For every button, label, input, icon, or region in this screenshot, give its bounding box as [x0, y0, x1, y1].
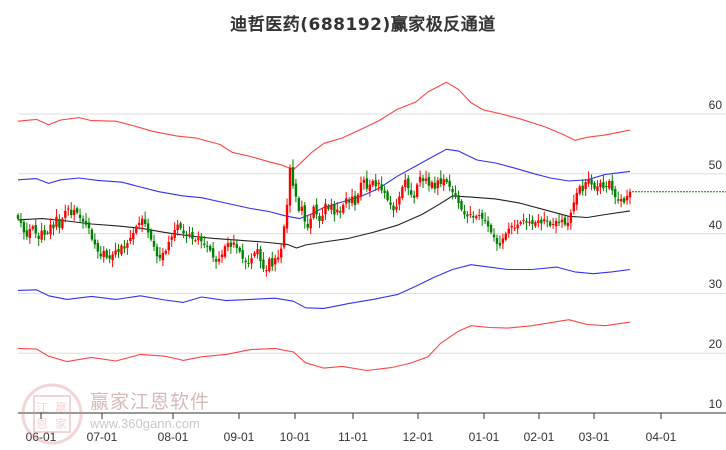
gridlines	[18, 113, 726, 354]
x-tick-label: 06-01	[25, 430, 57, 444]
svg-text:江: 江	[36, 401, 48, 415]
chart-title: 迪哲医药(688192)赢家极反通道	[230, 15, 496, 35]
channel-bands	[17, 81, 631, 372]
x-tick-label: 08-01	[157, 430, 189, 444]
x-tick-label: 11-01	[338, 430, 368, 444]
y-tick-label: 20	[708, 337, 722, 352]
y-tick-label: 10	[708, 397, 722, 411]
x-tick-label: 01-01	[468, 430, 500, 444]
svg-text:恩: 恩	[36, 417, 48, 431]
svg-text:家: 家	[55, 416, 67, 431]
x-axis	[18, 412, 726, 419]
y-tick-label: 30	[708, 277, 722, 292]
y-tick-label: 60	[708, 98, 722, 112]
x-tick-label: 03-01	[578, 430, 610, 444]
y-tick-label: 40	[708, 217, 722, 232]
watermark-brand: 赢家江恩软件	[90, 391, 211, 413]
watermark-url: www.360gann.com	[90, 416, 200, 431]
candles	[16, 159, 632, 277]
svg-text:赢: 赢	[55, 400, 67, 415]
x-tick-label: 04-01	[645, 430, 677, 444]
watermark-seal-icon: 江 赢 恩 家	[21, 383, 83, 445]
x-tick-label: 02-01	[523, 430, 555, 444]
x-tick-label: 07-01	[86, 430, 118, 444]
x-tick-label: 12-01	[402, 430, 434, 444]
y-tick-label: 50	[708, 157, 722, 172]
x-tick-label: 09-01	[223, 430, 255, 444]
x-tick-label: 10-01	[279, 430, 311, 444]
